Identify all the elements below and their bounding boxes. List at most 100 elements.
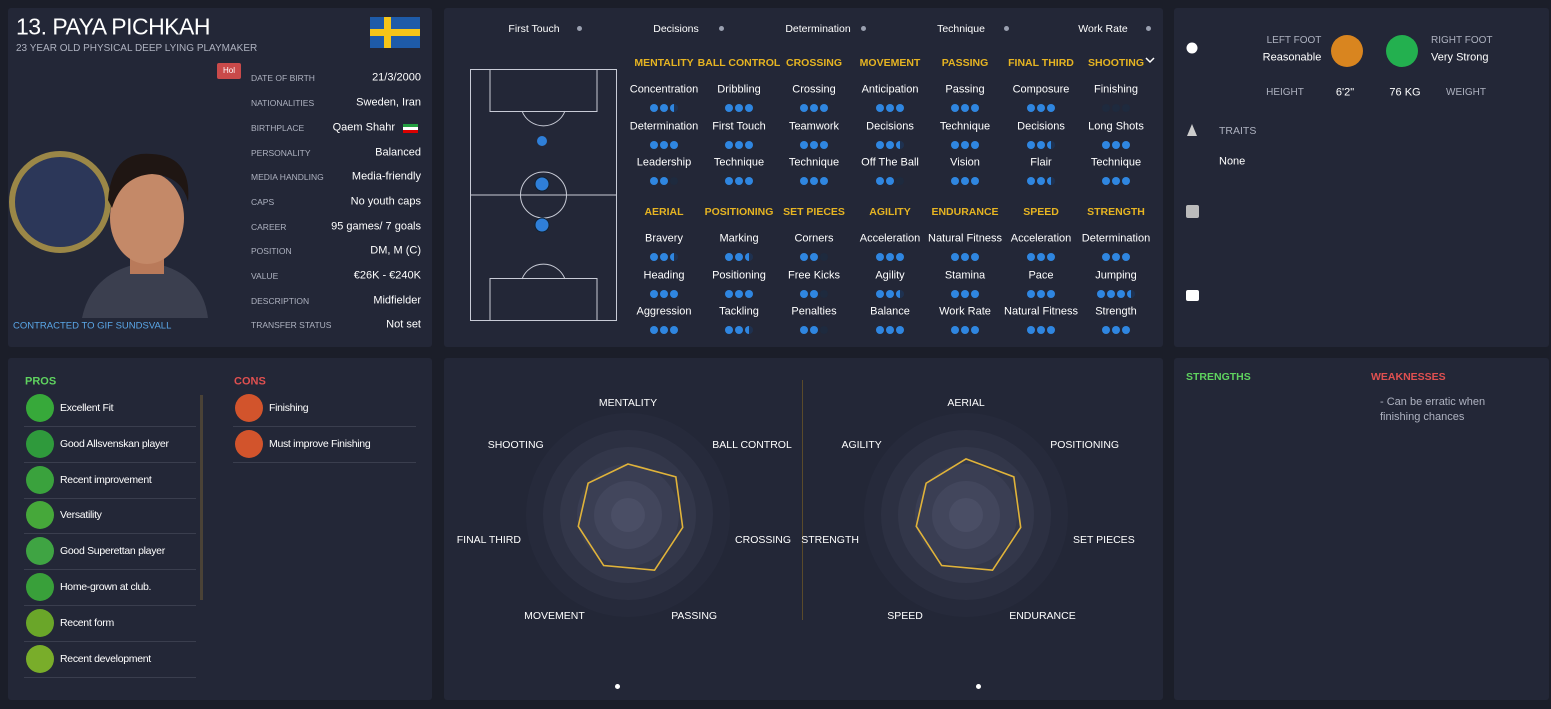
rating-dot [951,177,959,185]
separator [24,533,196,535]
group-header: AERIAL [644,205,684,218]
group-header: SET PIECES [783,205,845,218]
separator [233,426,416,427]
rating-dots [1027,177,1055,185]
rating-dot [650,253,658,261]
pros-label: PROS [25,375,57,388]
group-header: POSITIONING [704,205,774,218]
radar-axis-label: FINAL THIRD [456,533,521,546]
rating-dots [800,326,828,334]
rating-dot [1037,177,1045,185]
rating-dot [660,104,668,112]
pro-icon [26,608,54,637]
rating-dot [961,177,969,185]
arc [521,263,566,280]
player-name: 13. PAYA PICHKAH [16,13,210,40]
radar-axis-label: PASSING [671,609,718,622]
rating-dot [1112,140,1120,149]
key-dot [577,26,582,31]
attribute-name: Passing [945,83,985,96]
key-attribute[interactable]: Technique [937,22,985,35]
right-boot [1386,35,1418,67]
rating-dot [810,289,818,298]
attribute-name: Aggression [636,305,692,318]
dropdown-chevron[interactable] [1145,57,1155,64]
separator [233,462,416,463]
detail-value: Not set [386,318,421,331]
rating-dot [735,253,743,261]
rating-dot [650,326,658,334]
traits-label: TRAITS [1219,124,1257,137]
detail-label: CAREER [251,221,287,232]
detail-value: Sweden, Iran [356,96,421,109]
attribute-name: Acceleration [1010,232,1072,245]
radar-axis-label: STRENGTH [801,533,859,546]
group-header: AGILITY [869,205,911,218]
rating-dot [951,253,959,261]
hair [108,153,189,208]
key-attribute[interactable]: Decisions [653,22,699,35]
key-attribute[interactable]: Determination [785,22,851,35]
detail-value: 95 games/ 7 goals [331,220,421,233]
rating-dot [1037,104,1045,112]
rating-dot [896,140,904,149]
con-item: Must improve Finishing [269,437,371,450]
rating-dot [810,104,818,112]
rating-dot [971,177,979,185]
pro-icon [26,537,54,566]
flag-stripe [403,130,418,133]
profile-icons [1186,42,1199,301]
pro-item: Recent form [60,616,114,629]
rating-dots [876,140,904,149]
scrollbar[interactable] [200,395,203,600]
detail-value: Balanced [375,146,421,159]
rating-dot [1047,177,1055,185]
rating-dot [951,140,959,149]
boot-icons [1331,35,1418,67]
rating-dot [670,253,678,261]
rating-dots [1102,104,1130,112]
key-dot [1004,26,1009,31]
rating-dot [650,289,658,298]
rating-dot [1122,140,1130,149]
rating-dots [800,177,828,185]
rating-dot [1027,289,1035,298]
detail-value: Media-friendly [351,170,421,183]
page-dot[interactable] [976,684,981,689]
attribute-name: Tackling [719,305,759,318]
detail-value: €26K - €240K [353,269,421,282]
pro-icon [26,573,54,601]
detail-label: DATE OF BIRTH [251,72,315,83]
rating-dot [1047,326,1055,334]
rating-dot [896,289,904,298]
weight-value: 76 KG [1389,86,1421,99]
rating-dot [971,104,979,112]
radar-axis-label: POSITIONING [1050,438,1120,451]
rating-dots [1102,253,1130,261]
rating-dot [820,177,828,185]
rating-dot [725,140,733,149]
rating-dot [670,326,678,334]
attribute-name: Technique [1090,156,1142,169]
pro-icon [26,501,54,530]
attribute-name: Positioning [712,269,766,281]
rating-dot [1122,177,1130,185]
info-icon [1186,42,1198,54]
radar-divider [802,380,803,620]
key-attribute[interactable]: Work Rate [1078,22,1128,35]
rating-dot [1102,140,1110,149]
key-attribute[interactable]: First Touch [508,22,560,35]
rating-dot [660,253,668,261]
penalty-box [489,278,598,321]
rating-dot [1102,177,1110,185]
rating-dot [670,289,678,298]
page-dot[interactable] [615,684,620,689]
rating-dot [1122,104,1130,112]
key-dot [719,26,724,31]
rating-dot [1102,104,1110,112]
radar-axis-label: SET PIECES [1073,533,1135,546]
pro-icon [26,394,54,422]
attribute-name: Acceleration [859,232,921,245]
rating-dot [886,104,894,112]
